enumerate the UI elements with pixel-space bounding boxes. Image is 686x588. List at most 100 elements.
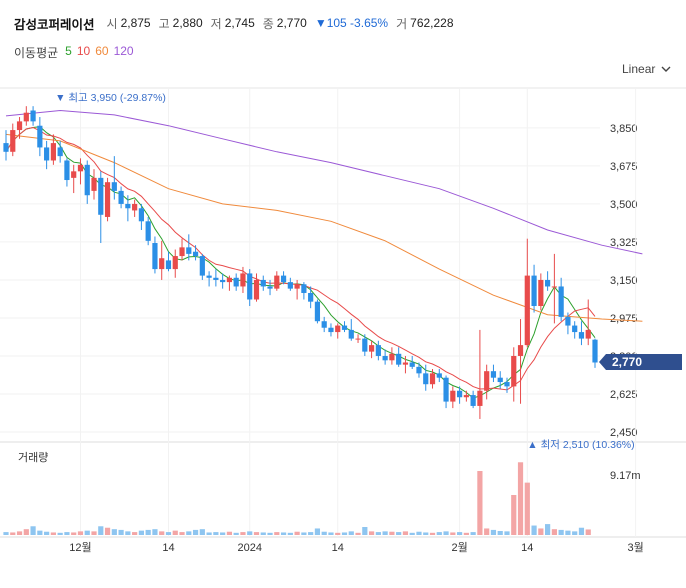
- ma-60-label[interactable]: 60: [95, 44, 109, 58]
- volume-bar: [565, 530, 571, 535]
- volume-bar: [355, 532, 361, 535]
- high-value: 2,880: [172, 16, 203, 30]
- candle-body: [558, 286, 564, 317]
- candle-body: [477, 390, 483, 406]
- candle-body: [484, 371, 490, 391]
- candle-body: [44, 147, 50, 161]
- volume-bar: [280, 532, 287, 535]
- last-price-label: 2,770: [612, 355, 642, 369]
- candle-body: [409, 362, 415, 367]
- min-price-annotation: ▲ 최저 2,510 (10.36%): [527, 439, 634, 451]
- candle-body: [429, 373, 436, 385]
- y-tick-label: 3,850: [610, 123, 638, 135]
- volume-bar: [213, 532, 219, 535]
- close-value: 2,770: [276, 16, 307, 30]
- y-tick-label: 3,500: [610, 199, 638, 211]
- volume-bar: [477, 471, 483, 535]
- volume-bar: [16, 531, 23, 535]
- volume-bar: [10, 532, 16, 535]
- volume-bar: [98, 526, 104, 535]
- chevron-down-icon: [661, 66, 671, 72]
- close-label: 종: [262, 16, 274, 31]
- candle-body: [125, 203, 131, 209]
- candle-body: [30, 110, 36, 122]
- volume-bar: [247, 531, 253, 535]
- volume-bar: [125, 531, 131, 535]
- volume-bar: [206, 532, 212, 535]
- candle-body: [531, 275, 537, 307]
- candle-body: [362, 338, 368, 352]
- candle-body: [37, 125, 43, 148]
- volume-bar: [490, 529, 497, 535]
- candle-body: [274, 275, 280, 289]
- stock-name: 감성코퍼레이션: [14, 17, 95, 32]
- candle-body: [524, 275, 530, 346]
- candle-body: [71, 171, 77, 178]
- candle-body: [301, 284, 307, 293]
- volume-bar: [314, 528, 321, 535]
- volume-bar: [186, 531, 192, 535]
- volume-bar: [37, 530, 43, 535]
- volume-bar: [443, 531, 449, 535]
- candle-body: [308, 292, 314, 302]
- volume-bar: [226, 531, 233, 535]
- volume-bar: [138, 530, 145, 535]
- candle-body: [152, 243, 158, 270]
- volume-bar: [389, 531, 395, 535]
- ma-5-label[interactable]: 5: [65, 44, 72, 58]
- x-tick-label: 14: [521, 542, 533, 554]
- ma-120-label[interactable]: 120: [113, 44, 134, 58]
- open-value: 2,875: [120, 16, 151, 30]
- volume-bar: [220, 532, 226, 535]
- candle-body: [389, 353, 395, 361]
- volume-bar: [159, 531, 165, 535]
- volume-bar: [301, 532, 307, 535]
- candle-body: [551, 286, 557, 288]
- candle-body: [497, 377, 503, 383]
- volume-bar: [335, 532, 341, 535]
- candle-body: [450, 390, 456, 402]
- candle-body: [111, 182, 117, 191]
- volume-bar: [233, 532, 239, 535]
- volume-bar: [50, 532, 56, 535]
- candle-body: [470, 395, 476, 406]
- volume-bar: [132, 532, 138, 535]
- candle-body: [233, 277, 239, 287]
- candle-body: [104, 182, 111, 217]
- volume-bar: [64, 532, 70, 535]
- volume-bar: [517, 462, 524, 535]
- volume-bar: [578, 527, 585, 535]
- candle-body: [220, 279, 226, 283]
- ma-10-label[interactable]: 10: [76, 44, 91, 58]
- volume-bar: [328, 532, 334, 535]
- volume-bar: [551, 529, 557, 535]
- candle-body: [98, 177, 104, 215]
- change-value: ▼105 -3.65%: [314, 16, 389, 30]
- candle-body: [335, 325, 341, 333]
- scale-label: Linear: [622, 62, 656, 76]
- volume-bar: [375, 532, 381, 535]
- volume-bar: [118, 529, 124, 535]
- candle-body: [132, 203, 138, 211]
- y-tick-label: 3,150: [610, 275, 638, 287]
- candle-body: [206, 275, 212, 278]
- scale-selector[interactable]: Linear: [622, 62, 671, 76]
- volume-bar: [30, 526, 36, 535]
- candle-body: [314, 301, 321, 322]
- volume-bar: [572, 531, 578, 535]
- max-price-annotation: ▼ 최고 3,950 (-29.87%): [55, 92, 166, 104]
- y-tick-label: 2,450: [610, 427, 638, 439]
- candle-body: [436, 373, 442, 378]
- candle-body: [578, 332, 585, 339]
- candle-body: [165, 260, 172, 270]
- candle-body: [545, 279, 551, 287]
- volume-axis-tick: 9.17m: [610, 470, 641, 482]
- ma5-line: [5, 126, 596, 399]
- x-tick-label: 14: [162, 542, 174, 554]
- candle-body: [253, 279, 260, 300]
- candle-body: [280, 275, 287, 283]
- candle-body: [226, 277, 233, 283]
- candle-body: [490, 371, 497, 378]
- volume-bar: [240, 532, 246, 535]
